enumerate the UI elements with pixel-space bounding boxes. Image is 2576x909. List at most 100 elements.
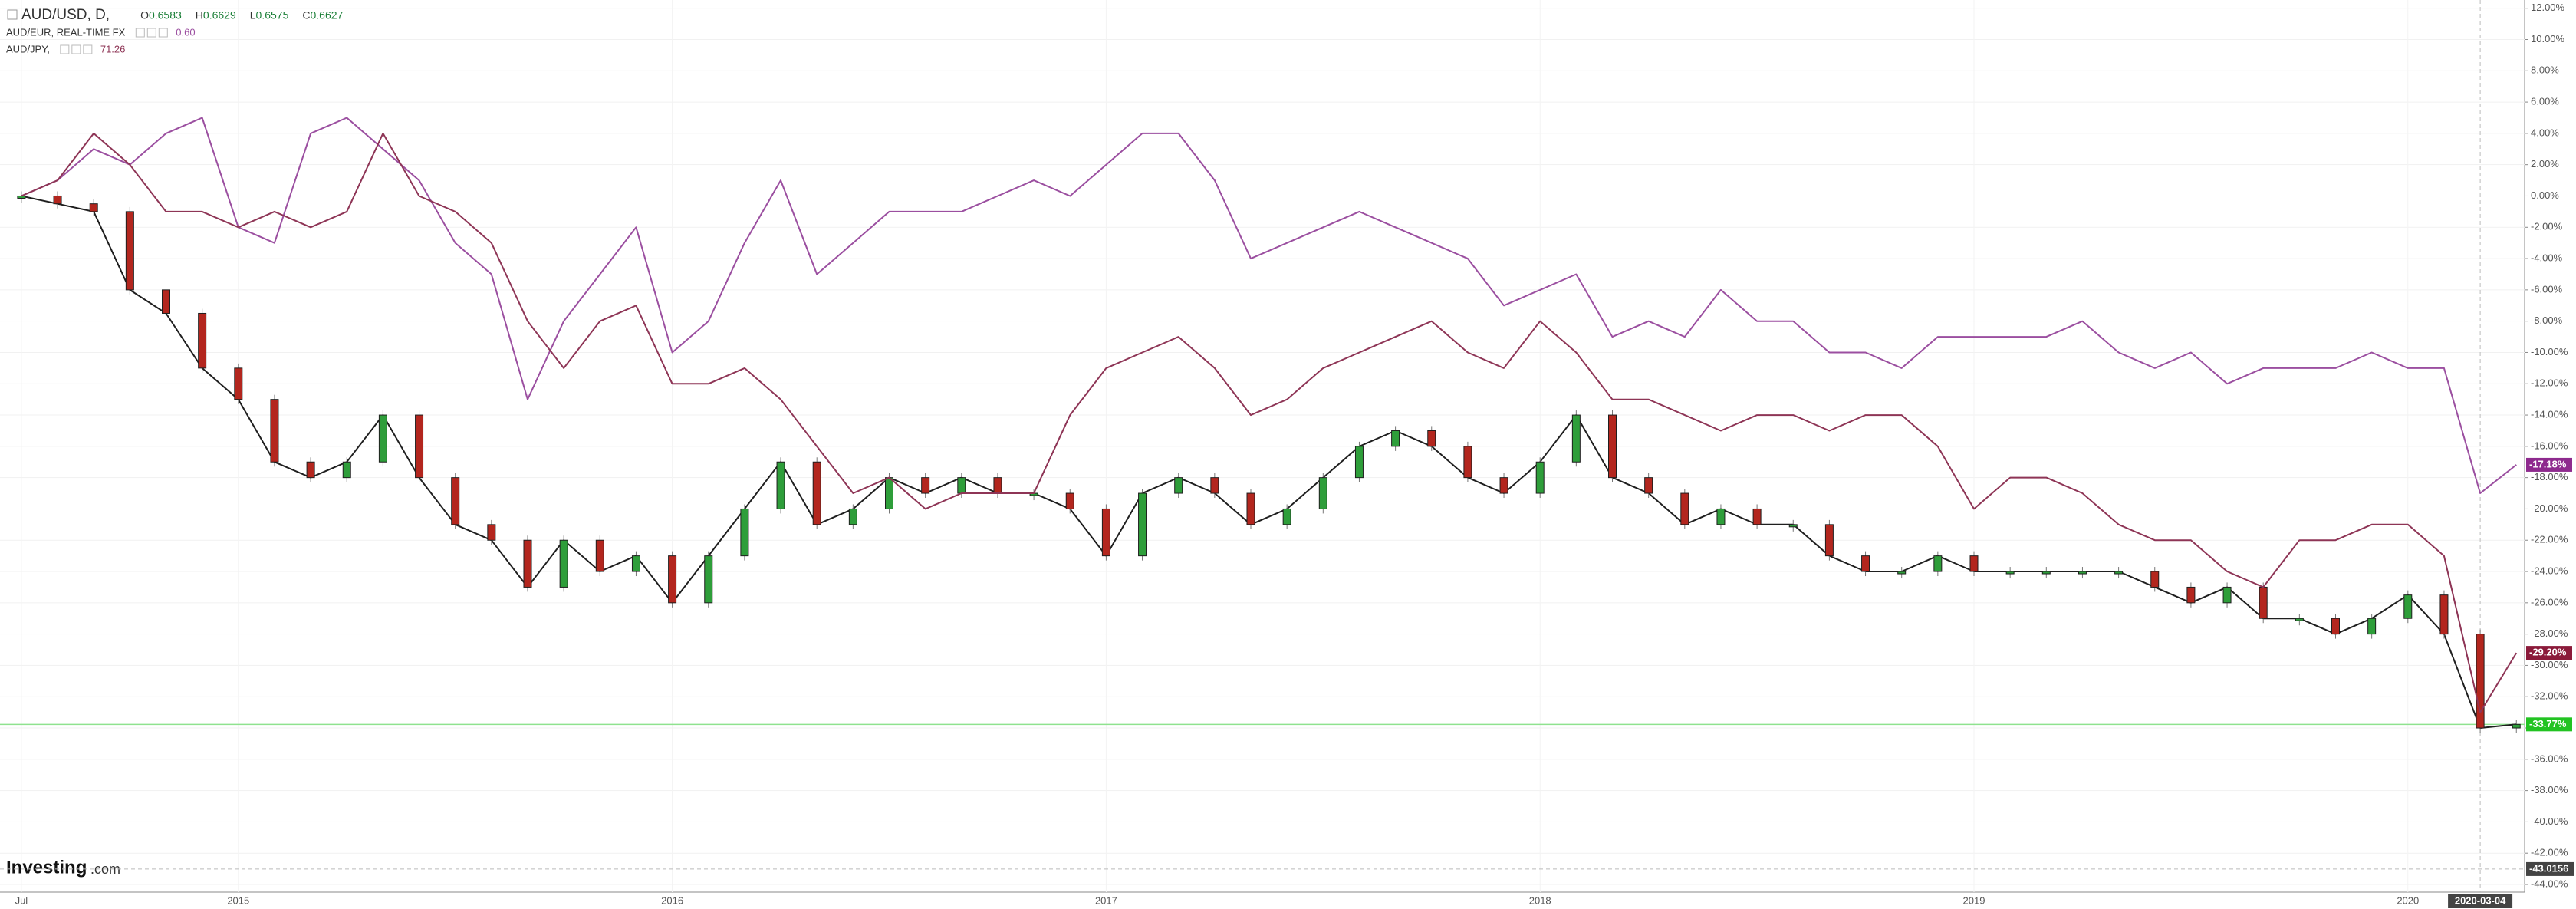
x-tick-label: Jul (15, 894, 28, 906)
y-tick-label: 0.00% (2531, 189, 2559, 201)
candle (1644, 477, 1653, 494)
crosshair-y-badge (2526, 861, 2574, 876)
candle (451, 477, 460, 525)
watermark: Investing (6, 857, 87, 878)
ohlc-key: C (302, 9, 310, 21)
candle (1101, 508, 1110, 557)
candle (2295, 618, 2304, 621)
candle (1391, 430, 1400, 447)
candle (1174, 477, 1183, 494)
legend-icon[interactable] (135, 28, 145, 38)
candle (1752, 508, 1762, 525)
y-tick-label: -36.00% (2531, 753, 2568, 764)
collapse-icon[interactable] (7, 9, 18, 20)
candle (415, 414, 424, 479)
price-badge (2526, 717, 2572, 732)
y-tick-label: 8.00% (2531, 64, 2559, 76)
legend-name: AUD/EUR, REAL-TIME FX (6, 26, 126, 38)
legend-icon[interactable] (60, 44, 70, 54)
candle (234, 367, 243, 400)
price-badge (2526, 457, 2572, 472)
candle (1933, 555, 1943, 572)
candle (2367, 618, 2377, 635)
candle (1427, 430, 1436, 447)
candle (1246, 492, 1255, 525)
y-tick-label: -2.00% (2531, 221, 2563, 232)
candle (993, 477, 1002, 494)
y-tick-label: 12.00% (2531, 2, 2565, 13)
candle (1608, 414, 1617, 479)
candle (812, 461, 821, 525)
series-line (21, 195, 2517, 729)
candle (885, 477, 893, 509)
y-tick-label: -16.00% (2531, 440, 2568, 451)
series-line (21, 132, 2518, 713)
candle (2403, 594, 2413, 619)
candle (523, 539, 532, 588)
x-tick-label: 2017 (1095, 894, 1117, 906)
candle (198, 312, 207, 369)
candle (53, 195, 62, 205)
candle (2041, 571, 2051, 575)
candle (1861, 555, 1870, 572)
candle (2259, 586, 2268, 619)
candle (1969, 555, 1979, 572)
y-tick-label: -30.00% (2531, 659, 2568, 670)
legend-icon[interactable] (71, 44, 81, 54)
y-tick-label: -10.00% (2531, 346, 2568, 357)
candle (1788, 524, 1798, 528)
y-tick-label: 6.00% (2531, 96, 2559, 107)
candle (1282, 508, 1291, 525)
candle (2150, 571, 2160, 588)
legend-name: AUD/JPY, (6, 43, 50, 54)
price-badge-label: -33.77% (2529, 718, 2567, 730)
candle (1571, 414, 1581, 463)
y-tick-label: -40.00% (2531, 815, 2568, 827)
candle (595, 539, 604, 572)
candle (1535, 461, 1545, 494)
x-tick-label: 2015 (227, 894, 249, 906)
candle (2005, 571, 2015, 575)
legend-icon[interactable] (146, 28, 156, 38)
y-tick-label: -14.00% (2531, 408, 2568, 420)
candle (2476, 634, 2485, 729)
y-tick-label: 4.00% (2531, 127, 2559, 138)
ohlc-value: 0.6583 (149, 9, 182, 21)
candle (270, 399, 279, 463)
candle (921, 477, 930, 494)
candle (2222, 586, 2232, 604)
y-tick-label: -24.00% (2531, 565, 2568, 576)
legend-quote: 0.60 (176, 26, 195, 38)
candle (1138, 492, 1147, 557)
candle (162, 289, 170, 314)
candle (631, 555, 640, 572)
candle (125, 211, 134, 291)
y-tick-label: -22.00% (2531, 534, 2568, 545)
legend-icon[interactable] (158, 28, 168, 38)
y-tick-label: -42.00% (2531, 847, 2568, 858)
candle (848, 508, 857, 525)
y-tick-label: -38.00% (2531, 784, 2568, 795)
candle (2439, 594, 2449, 635)
candle (957, 477, 966, 494)
candle (17, 195, 26, 199)
ohlc-key: L (250, 9, 256, 21)
candle (2114, 571, 2124, 575)
candle (1354, 446, 1364, 479)
price-badge (2526, 646, 2572, 660)
price-badge-label: -17.18% (2529, 458, 2567, 469)
series-line (21, 117, 2517, 494)
ohlc-value: 0.6575 (256, 9, 289, 21)
symbol-title: AUD/USD, D, (21, 7, 110, 23)
ohlc-value: 0.6627 (311, 9, 344, 21)
ohlc-key: O (140, 9, 149, 21)
candle (306, 461, 315, 479)
x-tick-label: 2018 (1529, 894, 1551, 906)
candle (740, 508, 749, 557)
candle (2512, 723, 2521, 729)
candle (2331, 618, 2340, 635)
y-tick-label: -44.00% (2531, 878, 2568, 889)
legend-icon[interactable] (83, 44, 93, 54)
candle (2078, 571, 2087, 575)
